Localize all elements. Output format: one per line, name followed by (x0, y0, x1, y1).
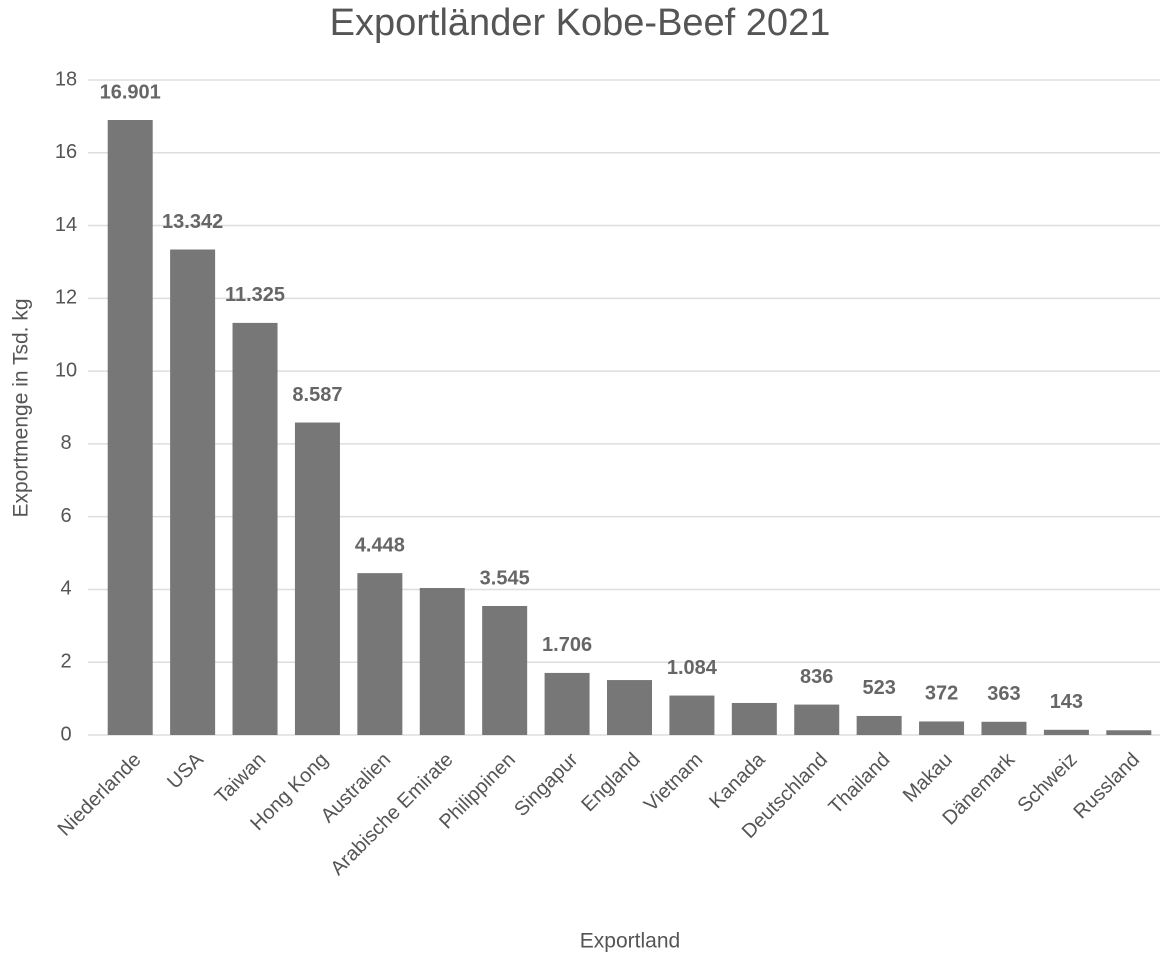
bar (794, 704, 840, 735)
bar (856, 715, 902, 735)
y-tick-label: 16 (55, 141, 77, 163)
y-tick-label: 18 (55, 68, 77, 90)
data-label: 3.545 (480, 567, 530, 589)
data-label: 16.901 (100, 81, 161, 103)
bar (170, 249, 216, 735)
x-tick-label: England (577, 749, 644, 816)
y-tick-label: 10 (55, 359, 77, 381)
x-tick-label: Vietnam (640, 749, 707, 816)
x-tick-label: Singapur (510, 748, 582, 820)
bar (607, 680, 652, 735)
x-tick-label: Niederlande (54, 749, 146, 841)
data-label: 1.706 (542, 634, 592, 656)
data-label: 836 (800, 666, 833, 688)
bar (1043, 729, 1089, 735)
bar (919, 721, 965, 735)
y-tick-label: 6 (60, 505, 71, 527)
x-axis-title: Exportland (580, 930, 680, 953)
data-label: 143 (1050, 691, 1083, 713)
bar (294, 422, 340, 735)
y-tick-label: 12 (55, 287, 77, 309)
y-tick-label: 8 (60, 432, 71, 454)
bar (482, 606, 528, 735)
bar (544, 672, 590, 735)
y-tick-label: 14 (55, 214, 77, 236)
x-tick-label: Russland (1070, 749, 1145, 824)
bar (981, 721, 1027, 735)
bar (107, 119, 153, 735)
y-axis-title: Exportmenge in Tsd. kg (10, 298, 33, 517)
data-label: 4.448 (355, 534, 405, 556)
data-label: 523 (862, 677, 895, 699)
bar (669, 695, 715, 735)
data-label: 13.342 (162, 211, 223, 233)
data-label: 8.587 (292, 384, 342, 406)
x-tick-label: Kanada (705, 748, 770, 813)
y-tick-label: 4 (60, 578, 71, 600)
y-tick-label: 2 (60, 651, 71, 673)
bar (357, 573, 403, 735)
data-label: 11.325 (225, 284, 285, 306)
x-tick-label: Thailand (825, 749, 895, 819)
bar (232, 322, 278, 735)
x-tick-label: Taiwan (211, 749, 271, 809)
data-label: 372 (925, 683, 958, 705)
x-tick-label: Makau (899, 749, 957, 807)
bar (419, 587, 465, 735)
bar (731, 702, 777, 735)
data-label: 363 (987, 683, 1020, 705)
x-tick-label: USA (163, 748, 208, 793)
data-label: 1.084 (667, 657, 718, 679)
bar (1106, 730, 1152, 735)
chart-title: Exportländer Kobe-Beef 2021 (330, 2, 831, 44)
y-tick-label: 0 (60, 723, 71, 745)
